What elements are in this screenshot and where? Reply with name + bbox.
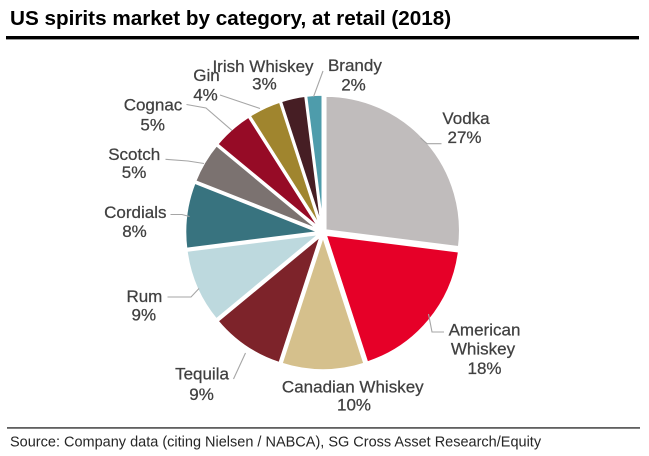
svg-text:3%: 3% [252,75,277,94]
svg-text:5%: 5% [122,163,147,182]
svg-text:Brandy: Brandy [328,56,382,75]
svg-text:US spirits market by category,: US spirits market by category, at retail… [10,7,451,30]
svg-text:10%: 10% [337,395,371,414]
svg-text:9%: 9% [189,385,214,404]
svg-text:Cordials: Cordials [104,203,166,222]
svg-text:Vodka: Vodka [442,109,490,128]
svg-text:18%: 18% [467,359,501,378]
svg-text:Gin: Gin [193,66,219,85]
svg-text:Source: Company data (citing N: Source: Company data (citing Nielsen / N… [10,435,542,451]
svg-text:8%: 8% [122,222,147,241]
svg-text:2%: 2% [341,76,366,95]
svg-text:Canadian Whiskey: Canadian Whiskey [282,378,424,397]
svg-text:9%: 9% [132,306,157,325]
svg-text:Tequila: Tequila [175,365,229,384]
svg-text:4%: 4% [193,85,218,104]
svg-text:Rum: Rum [126,287,162,306]
svg-text:Cognac: Cognac [124,96,183,115]
svg-text:5%: 5% [140,115,165,134]
svg-text:Whiskey: Whiskey [451,340,516,359]
svg-text:Scotch: Scotch [108,145,160,164]
svg-text:27%: 27% [447,128,481,147]
svg-text:American: American [449,321,521,340]
svg-text:Irish Whiskey: Irish Whiskey [212,57,314,76]
